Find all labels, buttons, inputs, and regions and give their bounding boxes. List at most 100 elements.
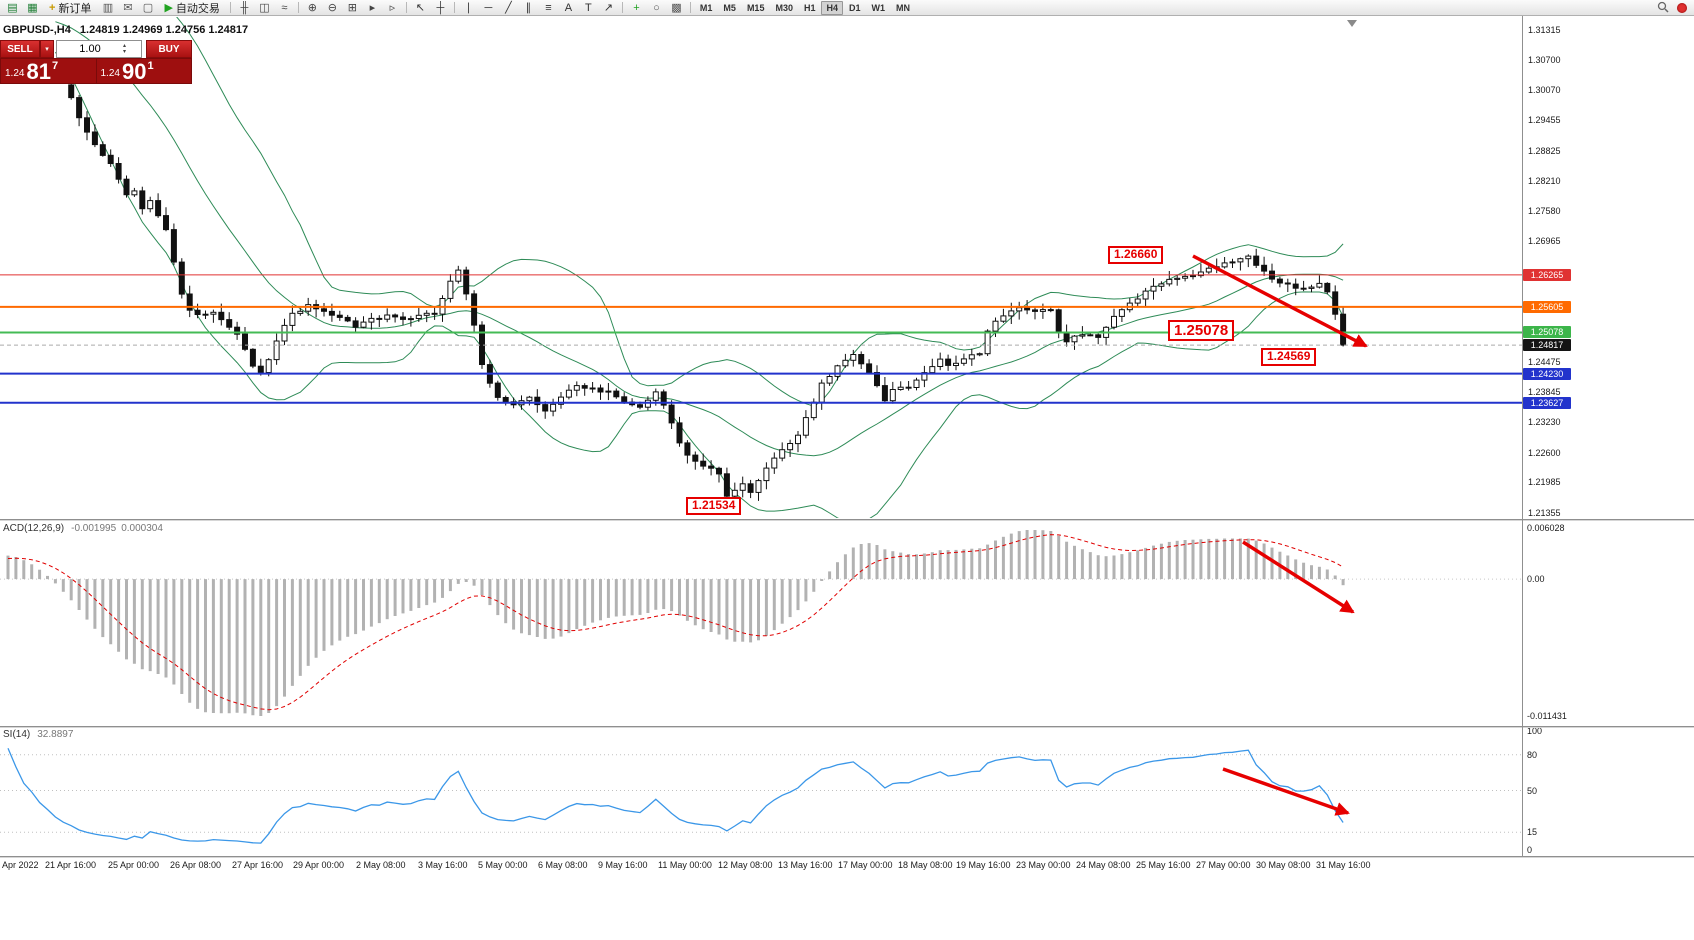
candle bbox=[637, 404, 643, 408]
candle bbox=[810, 401, 817, 419]
candle bbox=[194, 309, 201, 316]
candle bbox=[423, 312, 430, 316]
line-chart-icon[interactable]: ≈ bbox=[281, 1, 288, 14]
timeframe-d1[interactable]: D1 bbox=[849, 2, 861, 13]
new-order-icon: + bbox=[49, 1, 56, 14]
candle bbox=[621, 396, 628, 403]
macd-signal-value: 0.000304 bbox=[121, 523, 163, 534]
candle bbox=[502, 397, 509, 403]
fibonacci-icon[interactable]: ≡ bbox=[545, 1, 552, 14]
macd-main-value: -0.001995 bbox=[71, 523, 117, 534]
candle bbox=[494, 382, 501, 398]
main-macd-divider[interactable] bbox=[0, 519, 1694, 521]
sell-button[interactable]: SELL bbox=[0, 40, 40, 58]
cursor-icon[interactable]: ↖ bbox=[415, 1, 426, 14]
timeframe-m1[interactable]: M1 bbox=[699, 2, 713, 13]
candle bbox=[91, 131, 98, 146]
bar-chart-icon[interactable]: ╫ bbox=[240, 1, 249, 14]
volume-input[interactable] bbox=[57, 41, 123, 57]
candle bbox=[368, 317, 375, 323]
toolbar-separator bbox=[405, 2, 407, 13]
candle bbox=[692, 454, 699, 462]
candle bbox=[913, 379, 920, 389]
candle bbox=[1150, 285, 1157, 292]
chart-shift-icon[interactable]: ▹ bbox=[389, 1, 396, 14]
candle bbox=[897, 386, 904, 391]
candlestick-chart-icon[interactable]: ◫ bbox=[259, 1, 270, 14]
zoom-out-icon[interactable]: ⊖ bbox=[327, 1, 338, 14]
timeframe-h4[interactable]: H4 bbox=[821, 0, 843, 15]
timeframe-m15[interactable]: M15 bbox=[746, 2, 765, 13]
new-order-button-label: 新订单 bbox=[58, 2, 92, 15]
candle bbox=[1166, 278, 1173, 285]
candle bbox=[613, 390, 620, 398]
sell-options-caret[interactable]: ▾ bbox=[40, 40, 54, 58]
candle bbox=[352, 320, 359, 328]
candle bbox=[731, 489, 738, 497]
candle bbox=[1308, 286, 1315, 289]
alerts-icon[interactable]: ✉ bbox=[123, 1, 133, 14]
candle bbox=[1237, 258, 1244, 263]
text-icon[interactable]: A bbox=[564, 1, 573, 14]
candle bbox=[1016, 307, 1023, 312]
trend-arrow[interactable] bbox=[1222, 767, 1350, 816]
candle bbox=[874, 372, 880, 387]
buy-price-display[interactable]: 1.24 90 1 bbox=[95, 59, 192, 84]
data-window-icon[interactable]: ▦ bbox=[27, 1, 38, 14]
trend-arrow[interactable] bbox=[1192, 254, 1368, 348]
trade-controls-row: SELL ▾ ▴ ▾ BUY bbox=[0, 40, 192, 58]
market-watch-icon[interactable]: ▤ bbox=[7, 1, 18, 14]
candle bbox=[1221, 262, 1228, 268]
terminal-icon[interactable]: ▢ bbox=[142, 1, 154, 14]
new-order-button[interactable]: + 新订单 bbox=[43, 0, 97, 16]
search-icon[interactable] bbox=[1653, 0, 1672, 16]
candle bbox=[1024, 307, 1031, 311]
buy-price-big: 90 bbox=[121, 59, 147, 84]
main-toolbar: ▤ ▦ + 新订单 ▥ ✉ ▢ ▶ 自动交易 ╫ ◫ ≈ ⊕ ⊖ ⊞ ▸ ▹ ↖ ┼ ∣ ─ ╱ ∥ ≡ A T ↗ + ○ ▩ M1 M5… bbox=[0, 0, 1694, 16]
periods-icon[interactable]: ○ bbox=[653, 1, 660, 14]
auto-scroll-icon[interactable]: ▸ bbox=[369, 1, 376, 14]
connection-status-icon bbox=[1677, 2, 1687, 13]
channel-icon[interactable]: ∥ bbox=[525, 1, 532, 14]
timeframe-h1[interactable]: H1 bbox=[803, 2, 816, 13]
text-label-icon[interactable]: T bbox=[585, 1, 592, 14]
candle bbox=[210, 311, 217, 315]
timeframe-m5[interactable]: M5 bbox=[723, 2, 736, 13]
templates-icon[interactable]: ▩ bbox=[671, 1, 682, 14]
candle bbox=[605, 390, 612, 393]
zoom-in-icon[interactable]: ⊕ bbox=[307, 1, 318, 14]
candle bbox=[178, 261, 185, 295]
candle bbox=[1055, 309, 1062, 333]
timeframe-w1[interactable]: W1 bbox=[871, 2, 886, 13]
chart-shift-marker[interactable] bbox=[1347, 20, 1357, 27]
timeframe-m30[interactable]: M30 bbox=[775, 2, 793, 13]
sell-price-display[interactable]: 1.24 81 7 bbox=[1, 59, 96, 83]
chart-window-icon[interactable]: ▥ bbox=[102, 1, 114, 14]
candle bbox=[1332, 291, 1339, 315]
candle bbox=[360, 321, 367, 328]
buy-button[interactable]: BUY bbox=[146, 40, 192, 58]
vertical-line-icon[interactable]: ∣ bbox=[465, 1, 472, 14]
arrows-tool-icon[interactable]: ↗ bbox=[603, 1, 614, 14]
candle bbox=[1276, 278, 1283, 284]
indicators-icon[interactable]: + bbox=[633, 1, 640, 14]
horizontal-line-icon[interactable]: ─ bbox=[484, 1, 493, 14]
trendline-icon[interactable]: ╱ bbox=[505, 1, 512, 14]
rsi-label: SI(14) 32.8897 bbox=[3, 729, 73, 740]
crosshair-icon[interactable]: ┼ bbox=[436, 1, 445, 14]
candle bbox=[676, 422, 683, 444]
candle bbox=[463, 269, 470, 295]
candle bbox=[1047, 309, 1054, 312]
candle bbox=[684, 442, 691, 456]
candle bbox=[763, 467, 770, 482]
autotrading-button[interactable]: ▶ 自动交易 bbox=[158, 0, 225, 16]
macd-rsi-divider[interactable] bbox=[0, 726, 1694, 728]
tile-windows-icon[interactable]: ⊞ bbox=[347, 1, 358, 14]
trend-arrow[interactable] bbox=[1242, 540, 1355, 614]
candle bbox=[147, 200, 154, 210]
timeframe-mn[interactable]: MN bbox=[896, 2, 911, 13]
volume-up-button[interactable]: ▴ bbox=[123, 43, 127, 49]
volume-down-button[interactable]: ▾ bbox=[123, 49, 127, 55]
candle bbox=[708, 465, 715, 469]
